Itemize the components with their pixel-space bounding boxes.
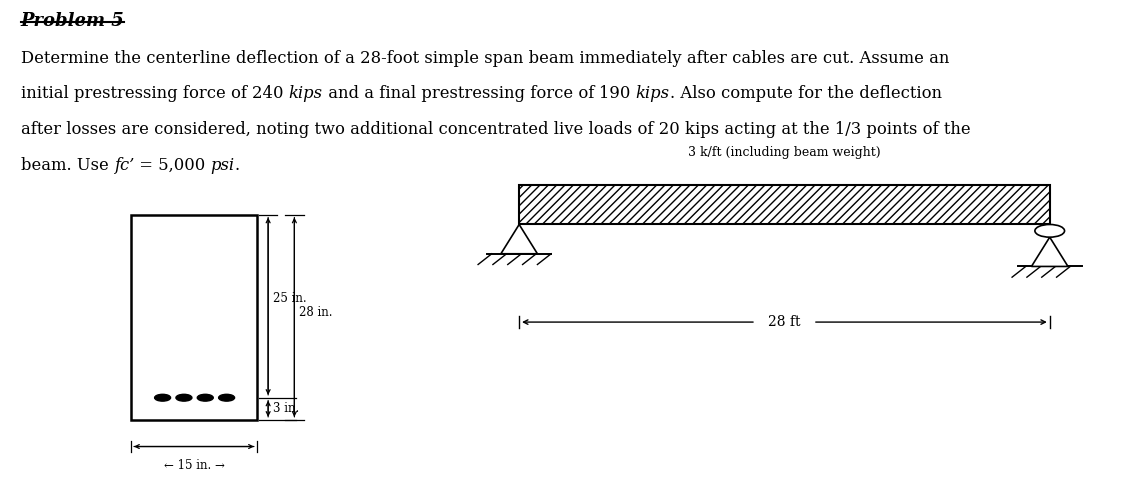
Polygon shape xyxy=(501,224,537,254)
Text: beam. Use: beam. Use xyxy=(21,157,114,174)
Circle shape xyxy=(219,394,235,401)
Circle shape xyxy=(155,394,171,401)
Text: 190: 190 xyxy=(599,85,636,102)
Text: 3 k/ft (including beam weight): 3 k/ft (including beam weight) xyxy=(688,145,881,159)
Text: kips: kips xyxy=(636,85,670,102)
Bar xyxy=(519,185,1050,224)
Text: initial prestressing force of: initial prestressing force of xyxy=(21,85,252,102)
Circle shape xyxy=(1035,224,1065,237)
Text: 3 in.: 3 in. xyxy=(273,402,299,415)
Text: = 5,000: = 5,000 xyxy=(133,157,210,174)
Text: fc’: fc’ xyxy=(114,157,133,174)
Circle shape xyxy=(176,394,192,401)
Text: psi: psi xyxy=(210,157,235,174)
Text: and a final prestressing force of: and a final prestressing force of xyxy=(323,85,599,102)
Text: after losses are considered, noting two additional concentrated live loads of 20: after losses are considered, noting two … xyxy=(21,121,970,138)
Bar xyxy=(131,215,257,420)
Text: . Also compute for the deflection: . Also compute for the deflection xyxy=(670,85,941,102)
Text: ← 15 in. →: ← 15 in. → xyxy=(163,459,225,472)
Text: .: . xyxy=(235,157,240,174)
Text: kips: kips xyxy=(289,85,323,102)
Circle shape xyxy=(197,394,213,401)
Text: 240: 240 xyxy=(252,85,289,102)
Text: Determine the centerline deflection of a 28-foot simple span beam immediately af: Determine the centerline deflection of a… xyxy=(21,50,949,67)
Text: 28 in.: 28 in. xyxy=(299,306,332,319)
Text: 25 in.: 25 in. xyxy=(273,292,306,305)
Text: Problem 5: Problem 5 xyxy=(21,12,124,30)
Text: 28 ft: 28 ft xyxy=(768,315,801,329)
Polygon shape xyxy=(1031,237,1068,266)
